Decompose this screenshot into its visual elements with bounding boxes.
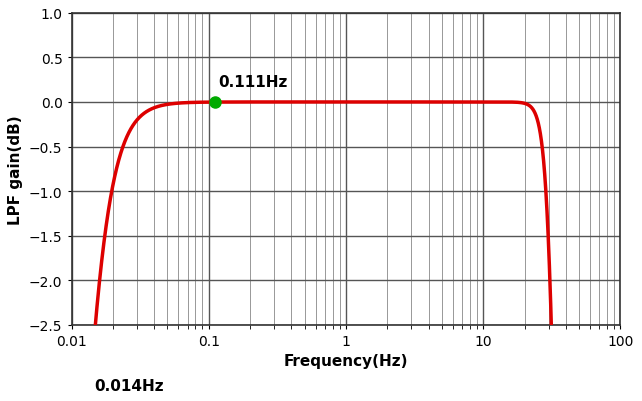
Text: 0.014Hz: 0.014Hz xyxy=(94,378,164,393)
Y-axis label: LPF gain(dB): LPF gain(dB) xyxy=(8,115,23,224)
Text: 0.111Hz: 0.111Hz xyxy=(218,75,287,90)
X-axis label: Frequency(Hz): Frequency(Hz) xyxy=(284,353,408,369)
